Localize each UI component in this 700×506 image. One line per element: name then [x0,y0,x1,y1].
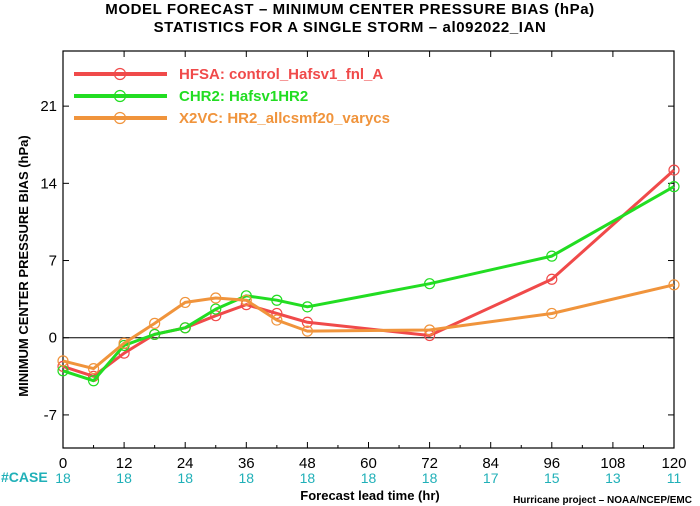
case-count: 18 [116,470,132,486]
data-point [87,375,100,387]
case-count: 18 [177,470,193,486]
data-point [546,250,558,262]
series-layer [57,164,680,387]
x-tick-label: 24 [177,455,194,472]
case-count: 18 [55,470,71,486]
x-axis-label: Forecast lead time (hr) [300,488,439,503]
x-tick-label: 0 [59,455,67,472]
legend-marker [113,67,127,81]
legend-marker [113,111,127,125]
chart-title: MODEL FORECAST – MINIMUM CENTER PRESSURE… [105,1,595,18]
chart-subtitle: STATISTICS FOR A SINGLE STORM – al092022… [153,19,547,36]
x-tick-label: 96 [543,455,560,472]
data-point [301,301,313,313]
series-0 [57,164,680,382]
x-tick-label: 72 [421,455,438,472]
data-point [424,278,436,290]
data-point [118,337,130,349]
legend-label: X2VC: HR2_allcsmf20_varycs [179,110,390,127]
x-tick-label: 120 [661,455,686,472]
data-point [546,273,558,285]
data-point [668,164,680,176]
data-point [668,279,680,291]
data-point [546,307,558,320]
x-tick-label: 48 [299,455,316,472]
data-point [210,292,222,304]
y-tick-label: 14 [40,175,57,192]
data-point [179,296,191,309]
case-count: 17 [483,470,499,486]
case-count: 13 [605,470,621,486]
y-tick-label: 21 [40,98,57,115]
y-tick-label: 7 [49,253,57,270]
legend-label: HFSA: control_Hafsv1_fnl_A [179,66,383,83]
axis-ticks: 0181218241836184818601872188417961510813… [40,51,687,486]
x-tick-label: 108 [600,455,625,472]
y-tick-label: 0 [49,330,57,347]
y-axis-label: MINIMUM CENTER PRESSURE BIAS (hPa) [16,135,31,396]
series-1 [57,181,680,387]
case-label: #CASE [1,469,48,485]
data-point [179,322,191,334]
x-tick-label: 84 [482,455,499,472]
data-point [271,314,283,326]
case-count: 18 [361,470,377,486]
case-count: 18 [422,470,438,486]
data-point [149,317,161,329]
series-line [62,168,675,378]
data-point [210,303,222,315]
legend-marker [113,89,127,103]
legend: HFSA: control_Hafsv1_fnl_A CHR2: Hafsv1HR… [74,66,390,127]
case-count: 18 [300,470,316,486]
credit-text: Hurricane project – NOAA/NCEP/EMC [513,495,692,506]
case-count: 18 [239,470,255,486]
data-point [301,325,313,337]
legend-label: CHR2: Hafsv1HR2 [179,88,308,105]
data-point [424,324,436,336]
case-count: 11 [667,470,682,486]
x-tick-label: 12 [116,455,133,472]
series-line [62,283,675,371]
data-point [87,363,100,375]
data-point [301,316,313,328]
series-2 [57,279,680,375]
x-tick-label: 60 [360,455,377,472]
series-line [62,185,675,383]
data-point [57,355,69,367]
data-point [668,181,680,193]
data-point [271,294,283,306]
y-tick-label: -7 [44,407,57,424]
case-count: 15 [544,470,560,486]
data-point [240,294,252,306]
data-point [149,328,161,341]
x-tick-label: 36 [238,455,255,472]
